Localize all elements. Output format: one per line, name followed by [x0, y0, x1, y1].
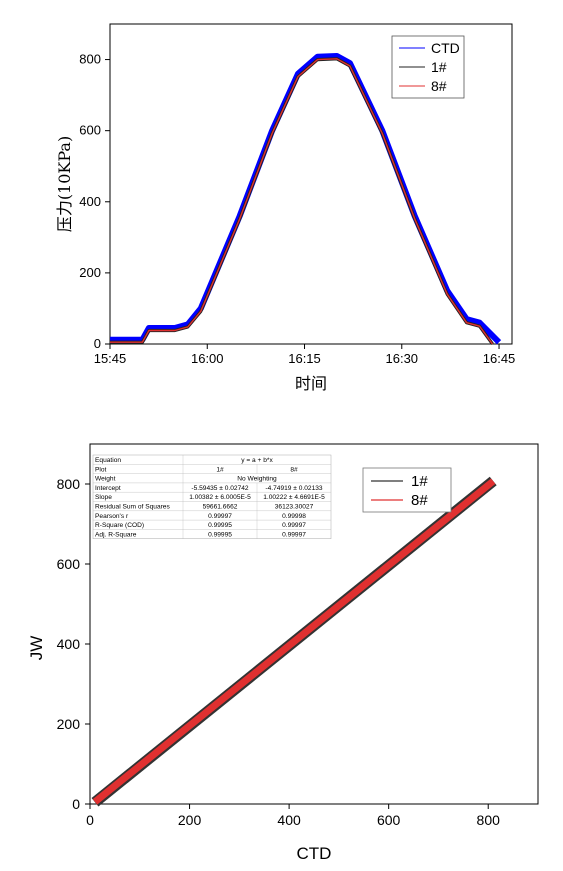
top-x-tick-label: 16:15	[288, 351, 321, 366]
bottom-y-tick-label: 800	[57, 476, 81, 492]
top-y-axis-label: 压力(10KPa)	[55, 136, 74, 232]
stats-cell-1: -5.59435 ± 0.02742	[191, 485, 248, 492]
top-series-line-8	[110, 58, 494, 345]
stats-row-label: Equation	[95, 457, 121, 464]
bottom-x-axis-label: CTD	[297, 844, 332, 863]
bottom-chart: 0 200 400 600 800 0 200 400 600 800 CTD JW Equat…	[27, 443, 539, 863]
top-legend: CTD 1# 8#	[391, 35, 465, 99]
stats-row-label: R-Square (COD)	[95, 522, 144, 529]
bottom-x-tick-label: 800	[477, 812, 501, 828]
bottom-series-line-8	[92, 478, 496, 805]
bottom-legend: 1# 8#	[362, 467, 452, 513]
top-legend-label-ctd: CTD	[431, 40, 460, 56]
bottom-y-tick-label: 0	[72, 796, 80, 812]
bottom-x-tick-label: 200	[178, 812, 202, 828]
bottom-x-ticks: 0 200 400 600 800	[86, 804, 500, 828]
stats-row-label: Slope	[95, 494, 112, 501]
bottom-y-tick-label: 400	[57, 636, 81, 652]
bottom-y-tick-label: 600	[57, 556, 81, 572]
top-legend-label-8: 8#	[431, 78, 447, 94]
stats-row-label: Pearson's r	[95, 513, 129, 520]
bottom-legend-label-1: 1#	[411, 473, 428, 490]
top-y-ticks: 0 200 400 600 800	[79, 52, 110, 351]
stats-cell-8: -4.74919 ± 0.02133	[265, 485, 322, 492]
top-y-tick-label: 800	[79, 52, 101, 67]
stats-row-label: Adj. R-Square	[95, 531, 137, 538]
stats-row-label: Weight	[95, 476, 116, 483]
top-series-group	[110, 53, 502, 345]
top-x-tick-label: 15:45	[94, 351, 127, 366]
bottom-y-ticks: 0 200 400 600 800	[57, 476, 90, 812]
top-x-axis-label: 时间	[295, 374, 327, 393]
stats-cell-8: 8#	[290, 466, 298, 473]
bottom-series-group	[91, 476, 497, 807]
stats-cell-merged: y = a + b*x	[241, 457, 273, 464]
top-x-tick-label: 16:30	[386, 351, 419, 366]
bottom-legend-box	[362, 467, 452, 513]
bottom-legend-label-8: 8#	[411, 492, 428, 509]
stats-cell-8: 0.99997	[282, 531, 306, 538]
stats-cell-8: 0.99998	[282, 513, 306, 520]
stats-row-label: Intercept	[95, 485, 121, 492]
stats-table-frame	[92, 454, 332, 539]
stats-cell-1: 0.99997	[208, 513, 232, 520]
top-y-tick-label: 400	[79, 194, 101, 209]
top-legend-label-1: 1#	[431, 59, 447, 75]
stats-cell-1: 1#	[216, 466, 224, 473]
stats-row-label: Plot	[95, 466, 107, 473]
fit-statistics-table: Equation y = a + b*x Plot 1# 8# Weight No Weig…	[92, 454, 332, 539]
top-x-ticks: 15:45 16:00 16:15 16:30 16:45	[94, 344, 516, 366]
bottom-x-tick-label: 0	[86, 812, 94, 828]
top-y-tick-label: 0	[94, 336, 101, 351]
stats-cell-8: 1.00222 ± 4.6691E-5	[263, 494, 325, 501]
stats-cell-8: 36123.30027	[275, 504, 314, 511]
bottom-y-axis-label: JW	[27, 636, 46, 661]
top-y-tick-label: 200	[79, 265, 101, 280]
stats-cell-8: 0.99997	[282, 522, 306, 529]
bottom-x-tick-label: 600	[377, 812, 401, 828]
stats-cell-1: 1.00382 ± 6.0005E-5	[189, 494, 251, 501]
top-x-tick-label: 16:00	[191, 351, 224, 366]
top-y-tick-label: 600	[79, 123, 101, 138]
stats-cell-1: 59661.6662	[203, 504, 238, 511]
bottom-x-tick-label: 400	[277, 812, 301, 828]
stats-cell-1: 0.99995	[208, 522, 232, 529]
bottom-y-tick-label: 200	[57, 716, 81, 732]
top-x-tick-label: 16:45	[483, 351, 516, 366]
stats-cell-1: 0.99995	[208, 531, 232, 538]
stats-cell-merged: No Weighting	[237, 476, 277, 483]
top-series-line-ctd	[110, 53, 502, 345]
stats-row-label: Residual Sum of Squares	[95, 504, 170, 511]
